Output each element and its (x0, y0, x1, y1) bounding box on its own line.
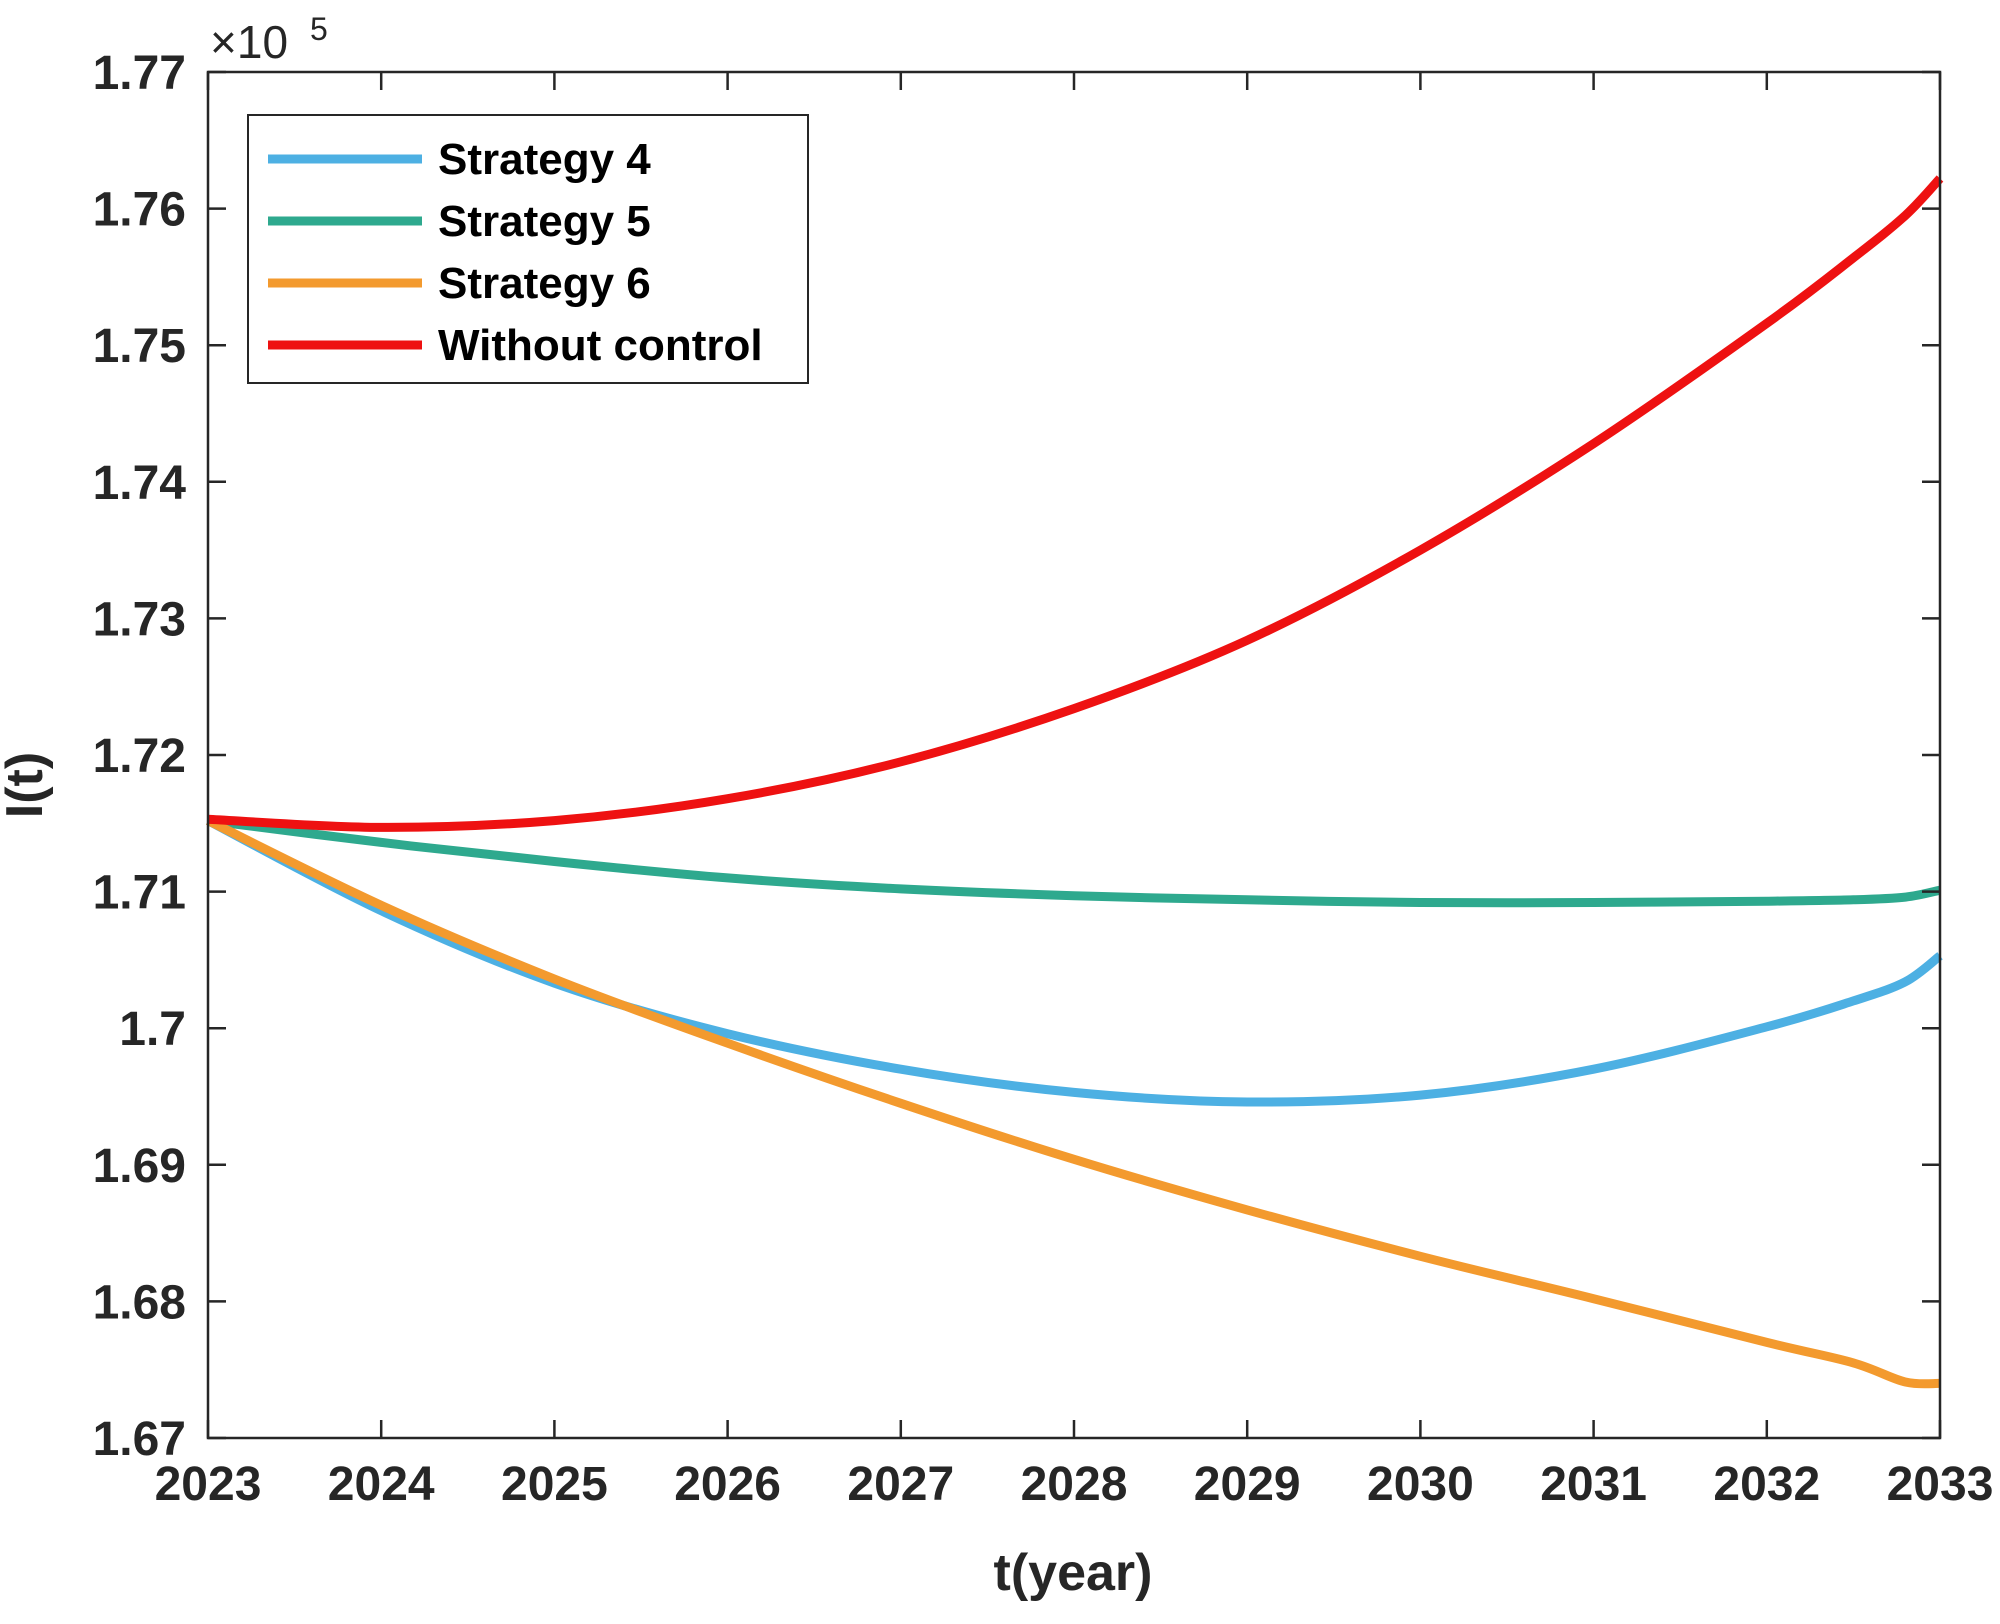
legend: Strategy 4 Strategy 5 Strategy 6 Without co… (247, 114, 809, 384)
series-line-without-control (207, 175, 1944, 832)
legend-label-strategy-6: Strategy 6 (438, 259, 651, 308)
y-tick-label: 1.68 (93, 1276, 186, 1329)
y-tick-label: 1.69 (93, 1140, 186, 1193)
x-tick-label: 2033 (1887, 1458, 1994, 1511)
x-axis-title: t(year) (994, 1544, 1153, 1602)
y-tick-label: 1.67 (93, 1413, 186, 1466)
x-tick-label: 2026 (674, 1458, 781, 1511)
series-line-strategy-5 (207, 816, 1941, 908)
y-tick-label: 1.73 (93, 593, 186, 646)
y-tick-label: 1.76 (93, 184, 186, 237)
x-tick-label: 2024 (328, 1458, 435, 1511)
x-tick-label: 2029 (1194, 1458, 1301, 1511)
y-axis-title: I(t) (0, 752, 54, 818)
x-tick-label: 2025 (501, 1458, 608, 1511)
legend-label-strategy-5: Strategy 5 (438, 197, 651, 246)
x-tick-label: 2023 (155, 1458, 262, 1511)
x-tick-label: 2027 (847, 1458, 954, 1511)
y-axis-exponent-value: 5 (310, 11, 328, 47)
x-tick-label: 2031 (1540, 1458, 1647, 1511)
y-tick-label: 1.75 (93, 320, 186, 373)
y-tick-label: 1.71 (93, 867, 186, 920)
ticks-layer: 2023 2024 2025 2026 2027 2028 2029 2030 2031 2032… (93, 47, 1994, 1511)
y-tick-label: 1.72 (93, 730, 186, 783)
legend-label-strategy-4: Strategy 4 (438, 135, 651, 184)
legend-label-without-control: Without control (438, 321, 763, 370)
y-axis-exponent: ×10 5 (210, 11, 328, 68)
x-tick-label: 2032 (1713, 1458, 1820, 1511)
x-tick-label: 2028 (1021, 1458, 1128, 1511)
series-layer (205, 175, 1944, 1389)
y-axis-multiplier: ×10 (210, 16, 288, 68)
y-tick-label: 1.77 (93, 47, 186, 100)
x-tick-label: 2030 (1367, 1458, 1474, 1511)
y-tick-label: 1.7 (119, 1003, 186, 1056)
series-line-strategy-6 (206, 816, 1941, 1389)
series-line-strategy-4 (205, 816, 1943, 1107)
y-tick-label: 1.74 (93, 457, 187, 510)
